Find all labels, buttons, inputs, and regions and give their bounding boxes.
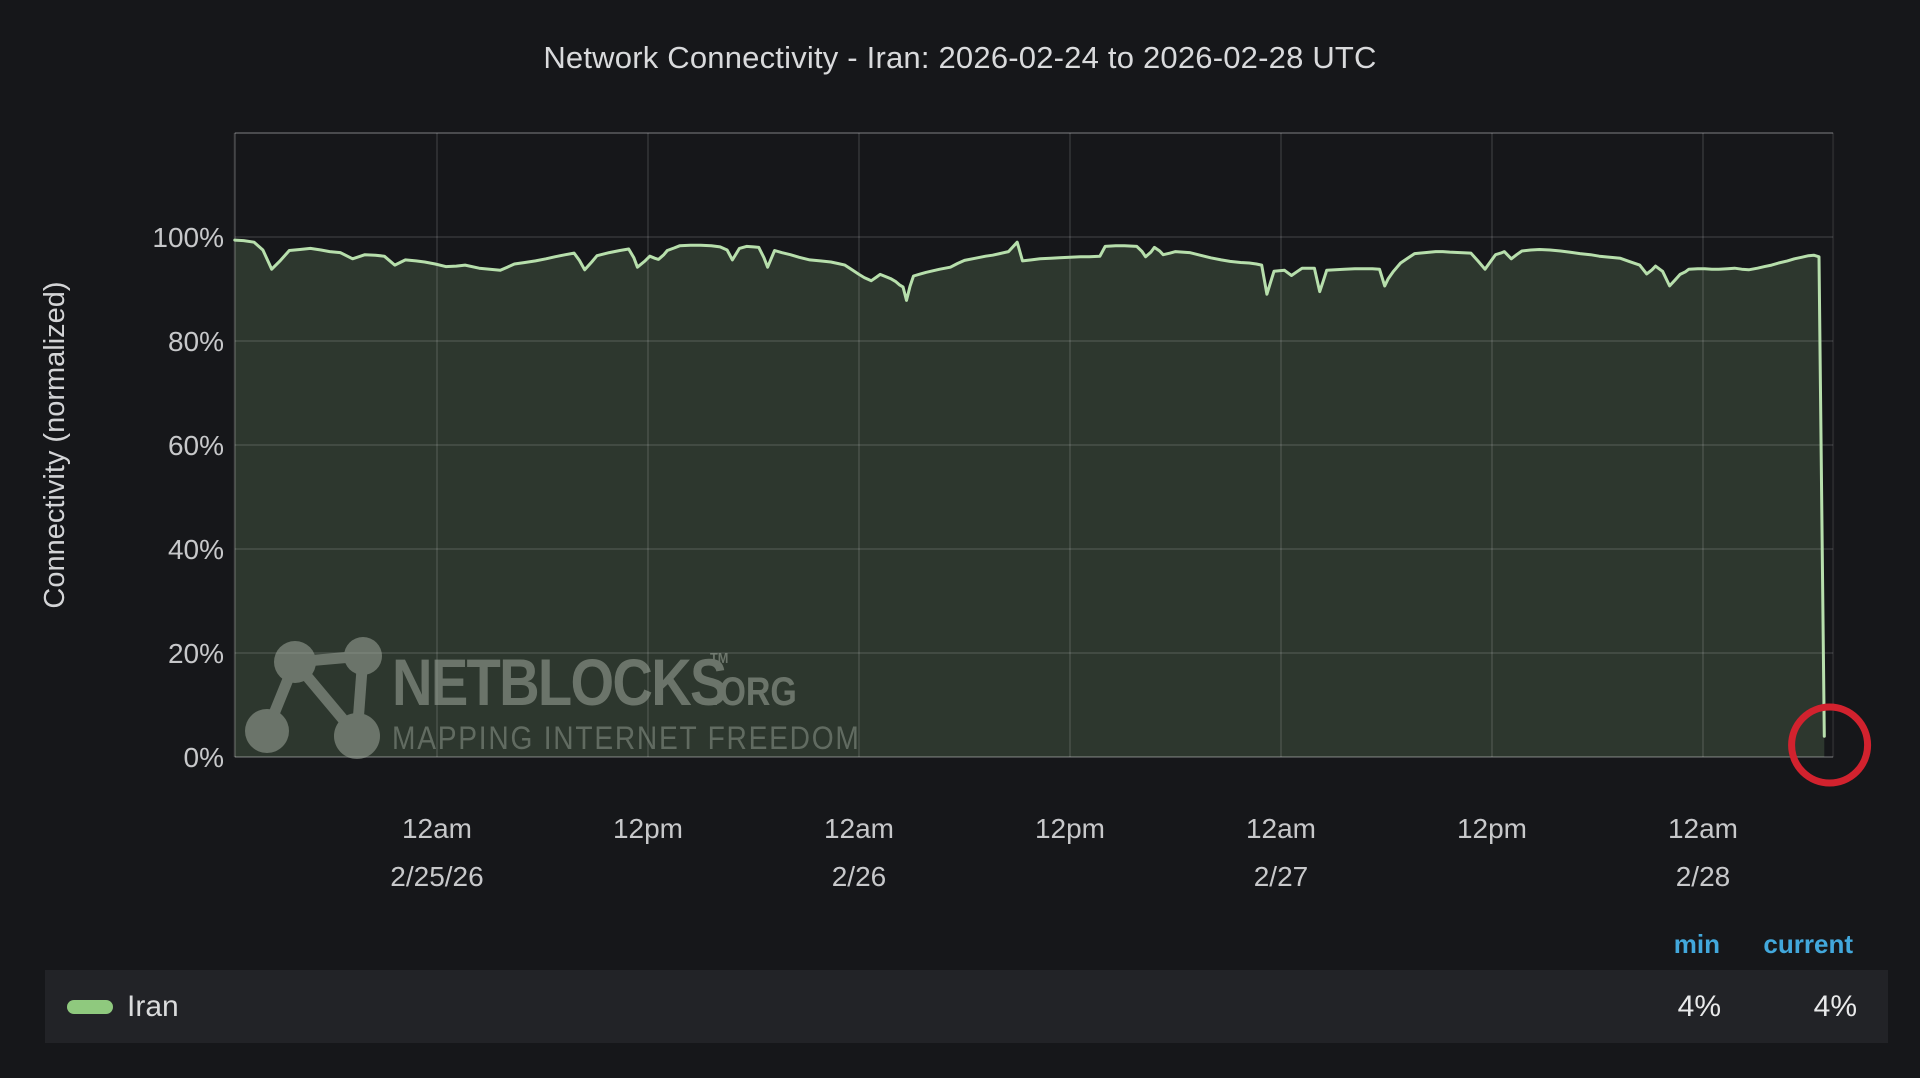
series-min-value: 4% <box>1677 989 1721 1023</box>
y-tick-label: 20% <box>168 638 224 669</box>
series-current-value: 4% <box>1813 989 1857 1023</box>
x-tick-time-label: 12am <box>402 813 472 844</box>
series-name-label[interactable]: Iran <box>127 989 179 1023</box>
y-tick-label: 40% <box>168 534 224 565</box>
legend-header-min[interactable]: min <box>1673 929 1720 959</box>
netblocks-logo-icon <box>245 637 382 759</box>
chart-title: Network Connectivity - Iran: 2026-02-24 … <box>543 40 1377 75</box>
series-color-swatch <box>67 999 113 1014</box>
x-tick-time-label: 12am <box>824 813 894 844</box>
legend-header-current[interactable]: current <box>1763 929 1853 959</box>
x-axis-tick-labels: 12am 2/25/26 12pm 12am 2/26 12pm 12am 2/27 12pm 1… <box>390 813 1738 892</box>
iran-area-fill <box>234 240 1825 758</box>
legend-row-iran[interactable]: Iran 4% 4% <box>45 970 1888 1043</box>
y-tick-label: 60% <box>168 430 224 461</box>
x-tick-time-label: 12pm <box>1457 813 1527 844</box>
watermark-tld-text: .ORG <box>710 668 797 713</box>
x-tick-date-label: 2/25/26 <box>390 861 483 892</box>
y-tick-label: 0% <box>184 742 224 773</box>
x-tick-date-label: 2/26 <box>832 861 887 892</box>
y-axis-tick-labels: 0% 20% 40% 60% 80% 100% <box>152 222 224 773</box>
watermark-tagline-text: MAPPING INTERNET FREEDOM <box>392 721 861 756</box>
x-tick-date-label: 2/28 <box>1676 861 1731 892</box>
x-tick-time-label: 12pm <box>613 813 683 844</box>
plot-border <box>233 132 1835 758</box>
series-area-fill <box>234 240 1825 758</box>
x-tick-time-label: 12am <box>1668 813 1738 844</box>
x-tick-date-label: 2/27 <box>1254 861 1309 892</box>
y-tick-label: 80% <box>168 326 224 357</box>
watermark-tm-text: TM <box>710 649 728 666</box>
grid-lines <box>234 132 1834 758</box>
endpoint-annotation-circle <box>1788 703 1872 787</box>
y-tick-label: 100% <box>152 222 224 253</box>
y-axis-label: Connectivity (normalized) <box>39 281 71 608</box>
netblocks-watermark: NETBLOCKS TM .ORG MAPPING INTERNET FREED… <box>245 637 861 759</box>
x-tick-time-label: 12am <box>1246 813 1316 844</box>
x-tick-time-label: 12pm <box>1035 813 1105 844</box>
watermark-brand-text: NETBLOCKS <box>392 646 726 719</box>
iran-series-line <box>233 238 1826 738</box>
